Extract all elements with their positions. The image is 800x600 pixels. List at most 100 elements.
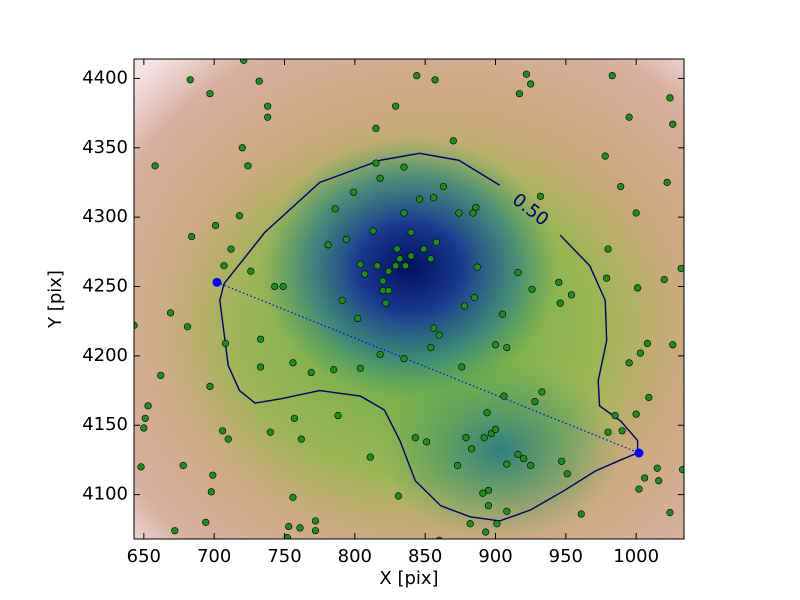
point [439,183,448,191]
point [663,178,671,187]
endpoint [634,448,644,458]
point [536,192,545,200]
point [400,163,408,171]
y-axis-label: Y [pix] [45,270,66,329]
point [186,76,194,84]
point [625,359,633,367]
point [514,269,522,277]
point [279,282,287,291]
point [394,492,403,500]
point [503,460,511,468]
point [366,453,374,461]
point [420,245,428,253]
point [480,434,488,442]
point [470,294,479,302]
point [256,335,265,343]
point [604,428,612,436]
point [307,368,315,377]
point [469,209,477,217]
point [207,488,215,496]
point [401,262,410,270]
point [415,195,424,203]
point [407,228,415,237]
point [625,113,633,121]
point [392,102,400,110]
point [466,520,474,528]
point [372,159,380,167]
point [491,425,500,434]
point [538,388,546,396]
point [141,414,149,422]
point [453,461,462,470]
x-tick-label: 850 [408,546,442,567]
point [430,194,438,202]
point [240,59,248,64]
point [206,90,214,98]
point [238,144,246,152]
y-tick-label: 4350 [82,137,128,158]
point [266,428,275,436]
point [385,287,393,295]
point [255,77,263,85]
point [349,188,358,196]
point [376,174,384,182]
point [660,275,668,284]
point [334,411,342,420]
point [407,252,415,260]
endpoint [212,277,222,287]
point [618,427,626,435]
point [151,162,159,170]
point [244,162,252,170]
point [140,424,148,432]
point [611,411,619,420]
point [666,509,674,517]
point [498,310,507,318]
point [400,355,408,363]
point [653,464,661,472]
point [354,314,362,323]
point [369,227,377,235]
point [211,221,220,230]
x-tick-label: 950 [549,546,583,567]
point [382,299,390,307]
point [264,113,272,121]
point [666,94,674,102]
point [577,510,585,518]
point [413,72,421,80]
point [202,518,210,526]
contour-line [219,152,639,522]
point [636,349,644,357]
point [289,359,297,367]
point [503,343,511,352]
point [256,363,265,371]
point [531,398,539,406]
point [393,245,401,253]
point [455,209,463,217]
x-tick-label: 700 [197,546,231,567]
point [500,392,508,400]
point [137,463,145,471]
point [330,366,338,374]
point [311,517,320,525]
point [220,262,228,270]
point [264,102,272,110]
point [183,323,192,331]
point [166,309,175,317]
point [604,245,612,253]
point [396,255,404,263]
point [283,534,291,539]
point [484,502,493,510]
point [503,507,511,515]
point [372,124,380,132]
point [458,363,466,371]
x-tick-label: 800 [338,546,372,567]
point [655,477,663,485]
point [608,72,616,80]
point [472,203,480,212]
point [209,471,217,479]
point [271,282,279,291]
point [479,489,487,497]
point [411,434,419,442]
point [462,434,470,442]
